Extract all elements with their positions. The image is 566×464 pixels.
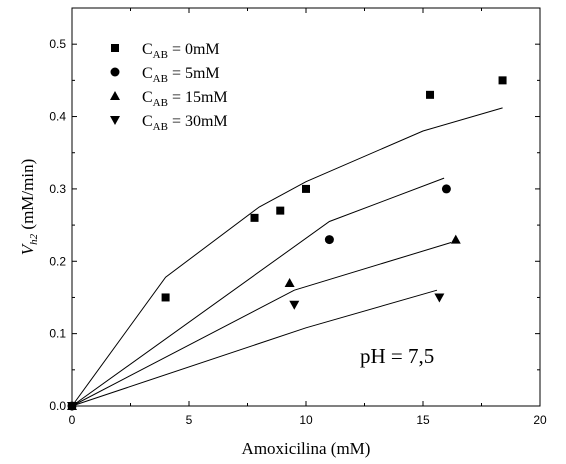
x-tick-label: 20: [533, 413, 547, 427]
legend-label: CAB = 0mM: [142, 41, 220, 61]
ph-annotation: pH = 7,5: [360, 344, 434, 368]
data-point-1: [426, 90, 435, 99]
x-tick-label: 5: [186, 413, 193, 427]
data-point-4: [434, 293, 445, 303]
legend-item-3: CAB = 15mM: [110, 89, 228, 109]
y-tick-label: 0.0: [49, 399, 66, 413]
y-tick-label: 0.5: [49, 37, 66, 51]
legend-marker: [110, 91, 120, 100]
y-tick-label: 0.1: [49, 327, 66, 341]
y-axis-title-sub: h2: [28, 233, 40, 245]
legend: CAB = 0mM CAB = 5mM CAB = 15mM CAB = 30mM: [110, 41, 228, 133]
y-tick-label: 0.3: [49, 182, 66, 196]
data-point-4: [289, 300, 300, 310]
y-axis-title-unit: (mM/min): [18, 159, 37, 234]
fit-line-3: [71, 242, 452, 407]
y-axis-title-main: V: [18, 242, 37, 255]
legend-item-4: CAB = 30mM: [110, 113, 228, 133]
data-point-1: [250, 213, 259, 222]
x-tick-label: 10: [299, 413, 313, 427]
data-point-4: [67, 402, 77, 411]
axis-ticks: 0 5 10 15 20 0.0 0.1 0.2 0.3 0.4 0.5: [49, 7, 547, 427]
legend-label: CAB = 5mM: [142, 65, 220, 85]
data-point-2: [441, 184, 451, 194]
fit-lines: [71, 107, 503, 407]
x-tick-label: 0: [69, 413, 76, 427]
x-axis-title: Amoxicilina (mM): [242, 439, 371, 458]
legend-marker: [111, 44, 119, 52]
legend-marker: [110, 116, 120, 125]
data-point-1: [276, 206, 285, 215]
y-tick-label: 0.4: [49, 110, 66, 124]
y-axis-title: Vh2 (mM/min): [18, 159, 40, 255]
data-point-1: [161, 293, 170, 302]
fit-line-2: [71, 177, 445, 407]
fit-line-1: [71, 107, 503, 407]
data-point-1: [498, 76, 507, 85]
data-points: [67, 76, 507, 411]
data-point-3: [284, 277, 295, 287]
legend-item-1: CAB = 0mM: [111, 41, 220, 61]
legend-marker: [110, 67, 120, 77]
data-point-2: [324, 235, 334, 245]
x-tick-label: 15: [416, 413, 430, 427]
fit-line-4: [71, 289, 438, 407]
y-tick-label: 0.2: [49, 254, 66, 268]
data-point-1: [302, 184, 310, 193]
legend-label: CAB = 30mM: [142, 113, 228, 133]
data-point-3: [450, 234, 461, 244]
legend-label: CAB = 15mM: [142, 89, 228, 109]
legend-item-2: CAB = 5mM: [110, 65, 220, 85]
